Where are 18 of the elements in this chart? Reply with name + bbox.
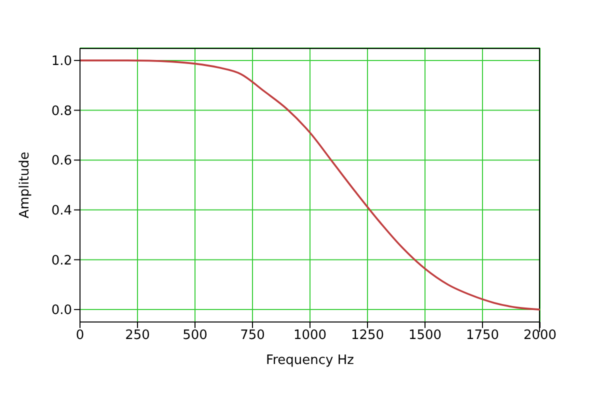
x-tick-label: 1250 [350,328,384,344]
x-tick-label: 250 [125,328,150,344]
y-tick-label: 0.2 [51,253,72,268]
line-series [80,60,540,310]
y-tick-label: 0.4 [51,204,72,219]
x-tick-label: 1000 [293,328,327,344]
y-tick-label: 0.6 [51,154,72,169]
x-axis-title: Frequency Hz [266,353,354,368]
x-tick-label: 2000 [523,328,557,344]
x-tick-label: 750 [240,328,265,344]
y-tick-label: 0.0 [51,303,72,318]
y-tick-label: 1.0 [51,54,72,70]
x-tick-label: 0 [76,328,84,344]
x-tick-label: 500 [182,328,208,344]
x-tick-label: 1500 [408,328,442,344]
y-tick-label: 0.8 [51,104,72,119]
x-tick-label: 1750 [466,328,500,344]
y-axis-title: Amplitude [18,152,33,218]
